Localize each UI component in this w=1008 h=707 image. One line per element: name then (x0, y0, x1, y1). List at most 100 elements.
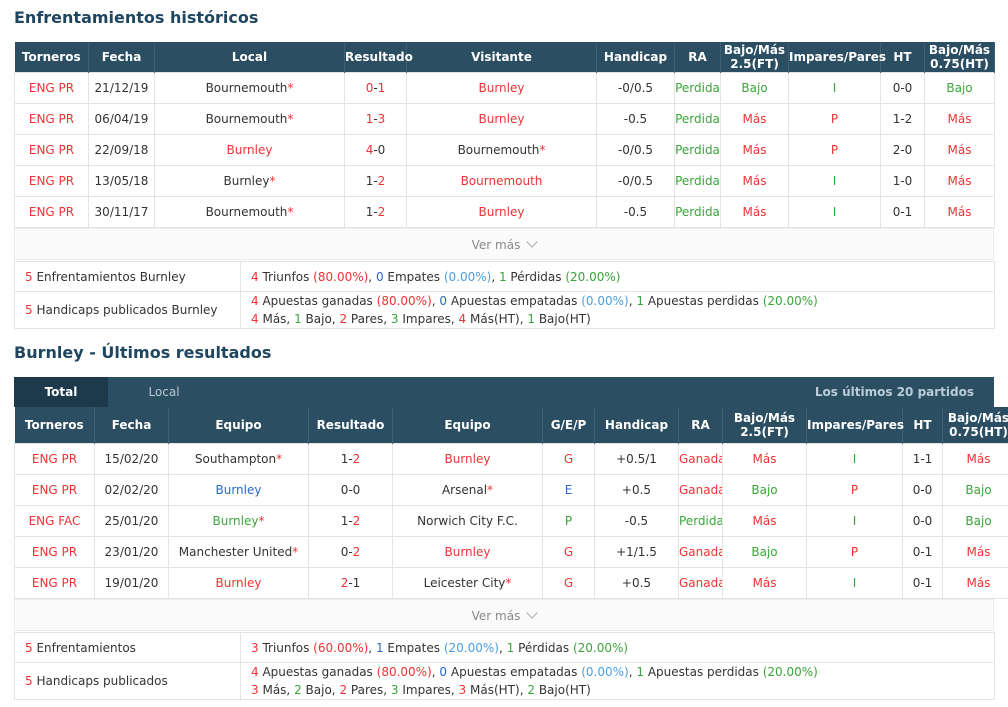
result-code-cell: G (542, 535, 595, 568)
team-name[interactable]: Burnley (223, 173, 270, 188)
score-away: 2 (377, 204, 386, 219)
column-header: RA (674, 42, 721, 72)
league-cell: ENG FAC (14, 504, 95, 537)
halftime-over-under-cell: Más (924, 195, 995, 228)
home-team-cell[interactable]: Burnley* (168, 504, 309, 537)
away-team-cell[interactable]: Burnley (406, 71, 597, 104)
h2h-more-button[interactable]: Ver más (14, 228, 994, 260)
halftime-over-under-cell: Bajo (942, 504, 1008, 537)
recent-summary: 5 Enfrentamientos 3 Triunfos (60.00%), 1… (14, 632, 995, 700)
summary-label: 5 Handicaps publicados (14, 662, 241, 700)
home-team-cell[interactable]: Burnley (168, 566, 309, 599)
halftime-cell: 2-0 (880, 133, 925, 166)
team-name[interactable]: Bournemouth (460, 173, 543, 188)
column-header: Bajo/Más 2.5(FT) (720, 42, 789, 72)
score-cell[interactable]: 1-3 (344, 102, 407, 135)
summary-label: 5 Enfrentamientos (14, 632, 241, 663)
home-team-cell[interactable]: Bournemouth* (154, 102, 345, 135)
team-name[interactable]: Burnley (215, 575, 262, 590)
team-name[interactable]: Bournemouth (205, 111, 288, 126)
away-team-cell[interactable]: Bournemouth* (406, 133, 597, 166)
team-name[interactable]: Burnley (478, 111, 525, 126)
over-under-cell: Más (722, 504, 807, 537)
score-away: 0 (352, 482, 361, 497)
handicap-cell: +0.5 (594, 566, 679, 599)
home-team-cell[interactable]: Manchester United* (168, 535, 309, 568)
last-20-matches-label[interactable]: Los últimos 20 partidos (814, 385, 974, 399)
chevron-down-icon (526, 236, 539, 248)
team-name[interactable]: Burnley (444, 451, 491, 466)
over-under-cell: Bajo (720, 71, 789, 104)
score-cell[interactable]: 0-0 (308, 473, 393, 506)
result-code-cell: P (542, 504, 595, 537)
away-team-cell[interactable]: Burnley (392, 442, 543, 475)
column-header: HT (880, 42, 925, 72)
score-away: 2 (352, 451, 361, 466)
score-cell[interactable]: 1-2 (308, 504, 393, 537)
away-team-cell[interactable]: Arsenal* (392, 473, 543, 506)
team-name[interactable]: Bournemouth (205, 80, 288, 95)
home-team-cell[interactable]: Bournemouth* (154, 195, 345, 228)
summary-record: 3 Triunfos (60.00%), 1 Empates (20.00%),… (240, 632, 995, 663)
halftime-cell: 0-0 (902, 504, 943, 537)
tab-local[interactable]: Local (148, 385, 180, 399)
recent-more-button[interactable]: Ver más (14, 599, 994, 631)
star-marker: * (287, 204, 294, 219)
home-team-cell[interactable]: Burnley* (154, 164, 345, 197)
ra-cell: Ganada (678, 566, 723, 599)
team-name[interactable]: Bournemouth (205, 204, 288, 219)
team-name[interactable]: Leicester City (423, 575, 506, 590)
over-under-cell: Más (722, 442, 807, 475)
away-team-cell[interactable]: Bournemouth (406, 164, 597, 197)
date-cell: 23/01/20 (94, 535, 169, 568)
away-team-cell[interactable]: Leicester City* (392, 566, 543, 599)
h2h-table: Torneros Fecha Local Resultado Visitante Hand… (14, 42, 995, 228)
score-cell[interactable]: 1-2 (344, 164, 407, 197)
result-code-cell: E (542, 473, 595, 506)
over-under-cell: Más (720, 195, 789, 228)
halftime-over-under-cell: Más (924, 133, 995, 166)
team-name[interactable]: Manchester United (178, 544, 293, 559)
home-team-cell[interactable]: Burnley (168, 473, 309, 506)
team-name[interactable]: Burnley (478, 80, 525, 95)
score-cell[interactable]: 2-1 (308, 566, 393, 599)
team-name[interactable]: Burnley (444, 544, 491, 559)
result-code-cell: G (542, 566, 595, 599)
summary-handicap: 4 Apuestas ganadas (80.00%), 0 Apuestas … (240, 662, 995, 700)
score-cell[interactable]: 1-2 (308, 442, 393, 475)
ra-cell: Perdida (674, 195, 721, 228)
league-cell: ENG PR (14, 566, 95, 599)
odd-even-cell: I (788, 71, 881, 104)
team-name[interactable]: Burnley (478, 204, 525, 219)
over-under-cell: Más (720, 164, 789, 197)
team-name[interactable]: Burnley (212, 513, 259, 528)
score-cell[interactable]: 0-1 (344, 71, 407, 104)
league-cell: ENG PR (14, 442, 95, 475)
home-team-cell[interactable]: Burnley (154, 133, 345, 166)
score-cell[interactable]: 1-2 (344, 195, 407, 228)
home-team-cell[interactable]: Bournemouth* (154, 71, 345, 104)
team-name[interactable]: Southampton (194, 451, 277, 466)
score-away: 2 (352, 544, 361, 559)
ra-cell: Ganada (678, 442, 723, 475)
tab-total[interactable]: Total (14, 377, 108, 407)
away-team-cell[interactable]: Norwich City F.C. (392, 504, 543, 537)
away-team-cell[interactable]: Burnley (392, 535, 543, 568)
home-team-cell[interactable]: Southampton* (168, 442, 309, 475)
column-header: Impares/Pares (788, 42, 886, 72)
away-team-cell[interactable]: Burnley (406, 195, 597, 228)
score-cell[interactable]: 0-2 (308, 535, 393, 568)
team-name[interactable]: Burnley (226, 142, 273, 157)
away-team-cell[interactable]: Burnley (406, 102, 597, 135)
team-name[interactable]: Norwich City F.C. (417, 513, 518, 528)
column-header: HT (902, 407, 943, 443)
team-name[interactable]: Bournemouth (457, 142, 540, 157)
odd-even-cell: I (806, 504, 903, 537)
team-name[interactable]: Burnley (215, 482, 262, 497)
score-separator: - (348, 451, 353, 466)
star-marker: * (269, 173, 276, 188)
score-cell[interactable]: 4-0 (344, 133, 407, 166)
team-name[interactable]: Arsenal (441, 482, 488, 497)
ra-cell: Ganada (678, 473, 723, 506)
chevron-down-icon (526, 607, 539, 619)
